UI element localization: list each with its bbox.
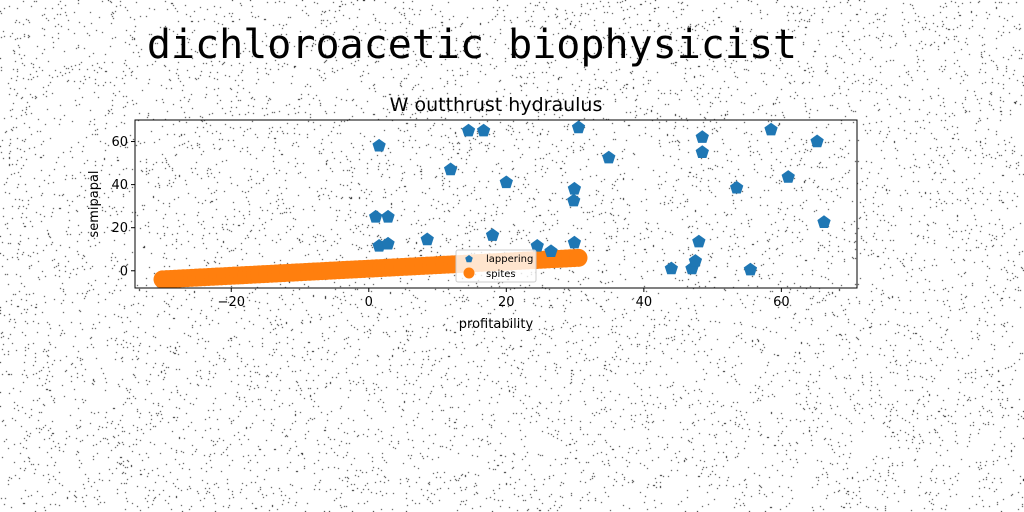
lappering-point: [810, 134, 824, 148]
y-tick-label: 0: [120, 264, 128, 279]
legend-marker-spites: [463, 267, 475, 279]
lappering-point: [381, 236, 395, 250]
lappering-point: [764, 122, 778, 136]
lappering-point: [372, 138, 386, 152]
lappering-point: [476, 123, 491, 137]
lappering-point: [695, 145, 709, 158]
lappering-point: [443, 162, 458, 176]
lappering-point: [381, 209, 395, 223]
legend-box: [455, 249, 537, 283]
legend-label-spites: spites: [486, 269, 516, 280]
lappering-point: [567, 193, 581, 207]
lappering-point: [567, 181, 582, 195]
x-tick-label: −20: [218, 295, 245, 310]
lappering-point: [499, 175, 513, 189]
y-tick-label: 20: [111, 221, 128, 236]
plot-frame: [134, 119, 858, 289]
legend-label-lappering: lappering: [486, 254, 533, 265]
x-ticks: −20 0 20 40 60: [218, 288, 790, 310]
lappering-point: [817, 215, 831, 228]
lappering-point: [664, 261, 678, 275]
lappering-point: [485, 228, 500, 241]
chart-title: W outthrust hydraulus: [390, 94, 603, 116]
lappering-point: [530, 239, 544, 252]
figure-suptitle: dichloroacetic biophysicist: [146, 22, 798, 68]
lappering-point: [692, 234, 706, 248]
lappering-point: [461, 123, 476, 137]
x-tick-label: 0: [365, 295, 373, 310]
legend-pentagon: [465, 255, 473, 263]
lappering-point: [544, 244, 558, 258]
lappering-point: [567, 235, 582, 249]
legend-marker-lappering: [465, 255, 473, 263]
lappering-point: [602, 150, 616, 164]
lappering-point: [695, 130, 709, 143]
y-ticks: 0 20 40 60: [111, 135, 135, 279]
lappering-point: [743, 262, 758, 276]
lappering-point: [420, 232, 434, 246]
spites-point: [569, 248, 588, 267]
lappering-point: [781, 170, 795, 183]
lappering-point: [730, 180, 744, 194]
x-tick-label: 20: [498, 295, 515, 310]
x-tick-label: 40: [636, 295, 653, 310]
lappering-point: [369, 209, 383, 223]
lappering-point: [571, 120, 586, 134]
x-tick-label: 60: [773, 295, 790, 310]
x-axis-label: profitability: [459, 317, 534, 332]
legend: lappering spites: [455, 249, 537, 283]
y-tick-label: 60: [111, 135, 128, 150]
y-axis-label: semipapal: [87, 170, 102, 237]
lappering-point: [688, 254, 703, 267]
y-tick-label: 40: [111, 178, 128, 193]
